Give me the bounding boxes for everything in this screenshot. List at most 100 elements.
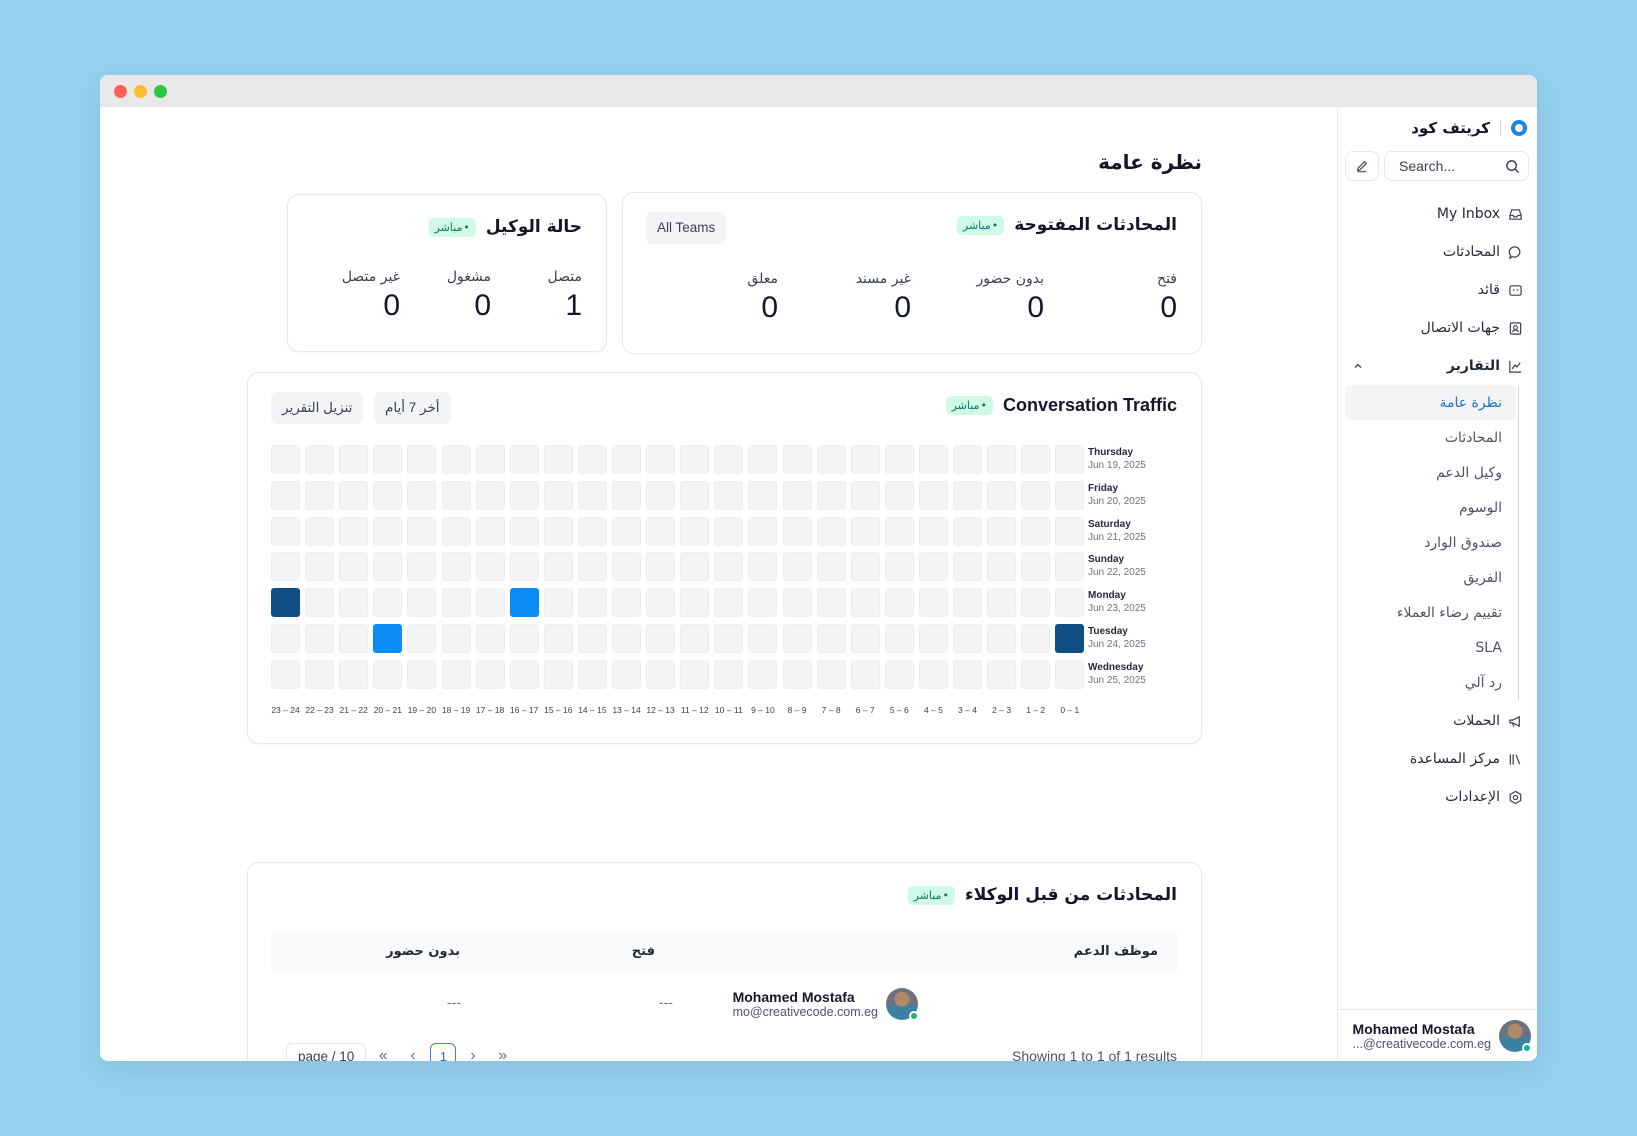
heatmap-cell[interactable] [543, 624, 573, 653]
heatmap-cell[interactable] [475, 480, 505, 510]
heatmap-cell[interactable] [850, 480, 880, 510]
heatmap-cell[interactable] [612, 480, 641, 510]
heatmap-cell[interactable] [918, 516, 948, 546]
heatmap-cell[interactable] [339, 445, 369, 474]
heatmap-cell[interactable] [646, 480, 676, 510]
heatmap-cell[interactable] [509, 480, 539, 510]
heatmap-cell[interactable] [407, 480, 437, 510]
heatmap-cell[interactable] [918, 588, 948, 618]
nav-item-captain[interactable]: قائد [1337, 271, 1537, 309]
heatmap-cell[interactable] [475, 445, 505, 474]
heatmap-cell[interactable] [1021, 659, 1051, 689]
heatmap-cell[interactable] [509, 552, 539, 582]
nav-item-reports[interactable]: التقارير [1337, 347, 1537, 385]
user-profile[interactable]: Mohamed Mostafa ...@creativecode.com.eg [1338, 1009, 1537, 1061]
heatmap-cell[interactable] [918, 624, 948, 653]
heatmap-cell[interactable] [577, 659, 607, 689]
sub-item-inbox[interactable]: صندوق الوارد [1424, 534, 1502, 551]
heatmap-cell[interactable] [953, 480, 982, 510]
heatmap-cell[interactable] [816, 445, 846, 474]
heatmap-cell[interactable] [646, 659, 676, 689]
heatmap-cell[interactable] [441, 659, 471, 689]
heatmap-cell[interactable] [816, 588, 846, 618]
brand-name[interactable]: كريتف كود [1411, 119, 1490, 137]
heatmap-cell[interactable] [339, 552, 369, 582]
heatmap-cell[interactable] [271, 480, 300, 510]
heatmap-cell[interactable] [816, 516, 846, 546]
heatmap-cell[interactable] [884, 480, 914, 510]
heatmap-cell[interactable] [816, 659, 846, 689]
search-box[interactable] [1384, 151, 1529, 181]
heatmap-cell[interactable] [407, 516, 437, 546]
heatmap-cell[interactable] [543, 552, 573, 582]
heatmap-cell[interactable] [339, 659, 369, 689]
heatmap-cell[interactable] [305, 516, 335, 546]
heatmap-cell[interactable] [475, 624, 505, 653]
heatmap-cell[interactable] [714, 588, 744, 618]
heatmap-cell[interactable] [407, 445, 437, 474]
heatmap-cell[interactable] [373, 480, 403, 510]
nav-item-help-center[interactable]: مركز المساعدة [1337, 740, 1537, 778]
heatmap-cell[interactable] [987, 624, 1017, 653]
heatmap-cell[interactable] [577, 480, 607, 510]
heatmap-cell[interactable] [850, 552, 880, 582]
heatmap-cell[interactable] [987, 588, 1017, 618]
heatmap-cell[interactable] [782, 624, 812, 653]
heatmap-cell[interactable] [816, 552, 846, 582]
heatmap-cell[interactable] [884, 588, 914, 618]
heatmap-cell[interactable] [543, 445, 573, 474]
heatmap-cell[interactable] [953, 659, 982, 689]
heatmap-cell[interactable] [577, 588, 607, 618]
heatmap-cell[interactable] [612, 624, 641, 653]
heatmap-cell[interactable] [373, 552, 403, 582]
heatmap-cell[interactable] [509, 588, 539, 618]
sub-item-bot[interactable]: رد آلي [1464, 674, 1502, 691]
column-header-unattended[interactable]: بدون حضور [386, 944, 460, 959]
heatmap-cell[interactable] [577, 552, 607, 582]
heatmap-cell[interactable] [543, 480, 573, 510]
heatmap-cell[interactable] [509, 659, 539, 689]
heatmap-cell[interactable] [680, 659, 710, 689]
heatmap-cell[interactable] [714, 516, 744, 546]
sub-item-agents[interactable]: وكيل الدعم [1436, 464, 1502, 481]
heatmap-cell[interactable] [987, 659, 1017, 689]
heatmap-cell[interactable] [475, 659, 505, 689]
team-filter-button[interactable]: All Teams [646, 212, 727, 244]
heatmap-cell[interactable] [543, 659, 573, 689]
page-size-select[interactable]: page / 10 [286, 1043, 367, 1061]
heatmap-cell[interactable] [475, 588, 505, 618]
heatmap-cell[interactable] [884, 624, 914, 653]
heatmap-cell[interactable] [680, 624, 710, 653]
heatmap-cell[interactable] [577, 516, 607, 546]
heatmap-cell[interactable] [612, 516, 641, 546]
heatmap-cell[interactable] [509, 624, 539, 653]
heatmap-cell[interactable] [714, 624, 744, 653]
nav-item-contacts[interactable]: جهات الاتصال [1337, 309, 1537, 347]
heatmap-cell[interactable] [509, 516, 539, 546]
minimize-window-button[interactable] [134, 85, 147, 98]
sub-item-team[interactable]: الفريق [1463, 569, 1502, 586]
heatmap-cell[interactable] [407, 552, 437, 582]
heatmap-cell[interactable] [850, 624, 880, 653]
heatmap-cell[interactable] [1055, 480, 1085, 510]
heatmap-cell[interactable] [1021, 588, 1051, 618]
heatmap-cell[interactable] [577, 445, 607, 474]
heatmap-cell[interactable] [441, 624, 471, 653]
heatmap-cell[interactable] [748, 516, 778, 546]
heatmap-cell[interactable] [953, 588, 982, 618]
nav-item-settings[interactable]: الإعدادات [1337, 778, 1537, 816]
heatmap-cell[interactable] [1055, 588, 1085, 618]
heatmap-cell[interactable] [612, 445, 641, 474]
column-header-agent[interactable]: موظف الدعم [1073, 944, 1158, 959]
heatmap-cell[interactable] [748, 659, 778, 689]
heatmap-cell[interactable] [987, 516, 1017, 546]
heatmap-cell[interactable] [1021, 480, 1051, 510]
heatmap-cell[interactable] [782, 445, 812, 474]
heatmap-cell[interactable] [714, 445, 744, 474]
nav-item-conversations[interactable]: المحادثات [1337, 233, 1537, 271]
heatmap-cell[interactable] [305, 624, 335, 653]
heatmap-cell[interactable] [271, 624, 300, 653]
heatmap-cell[interactable] [305, 480, 335, 510]
heatmap-cell[interactable] [271, 552, 300, 582]
table-row[interactable]: Mohamed Mostafa mo@creativecode.com.eg [733, 988, 919, 1021]
